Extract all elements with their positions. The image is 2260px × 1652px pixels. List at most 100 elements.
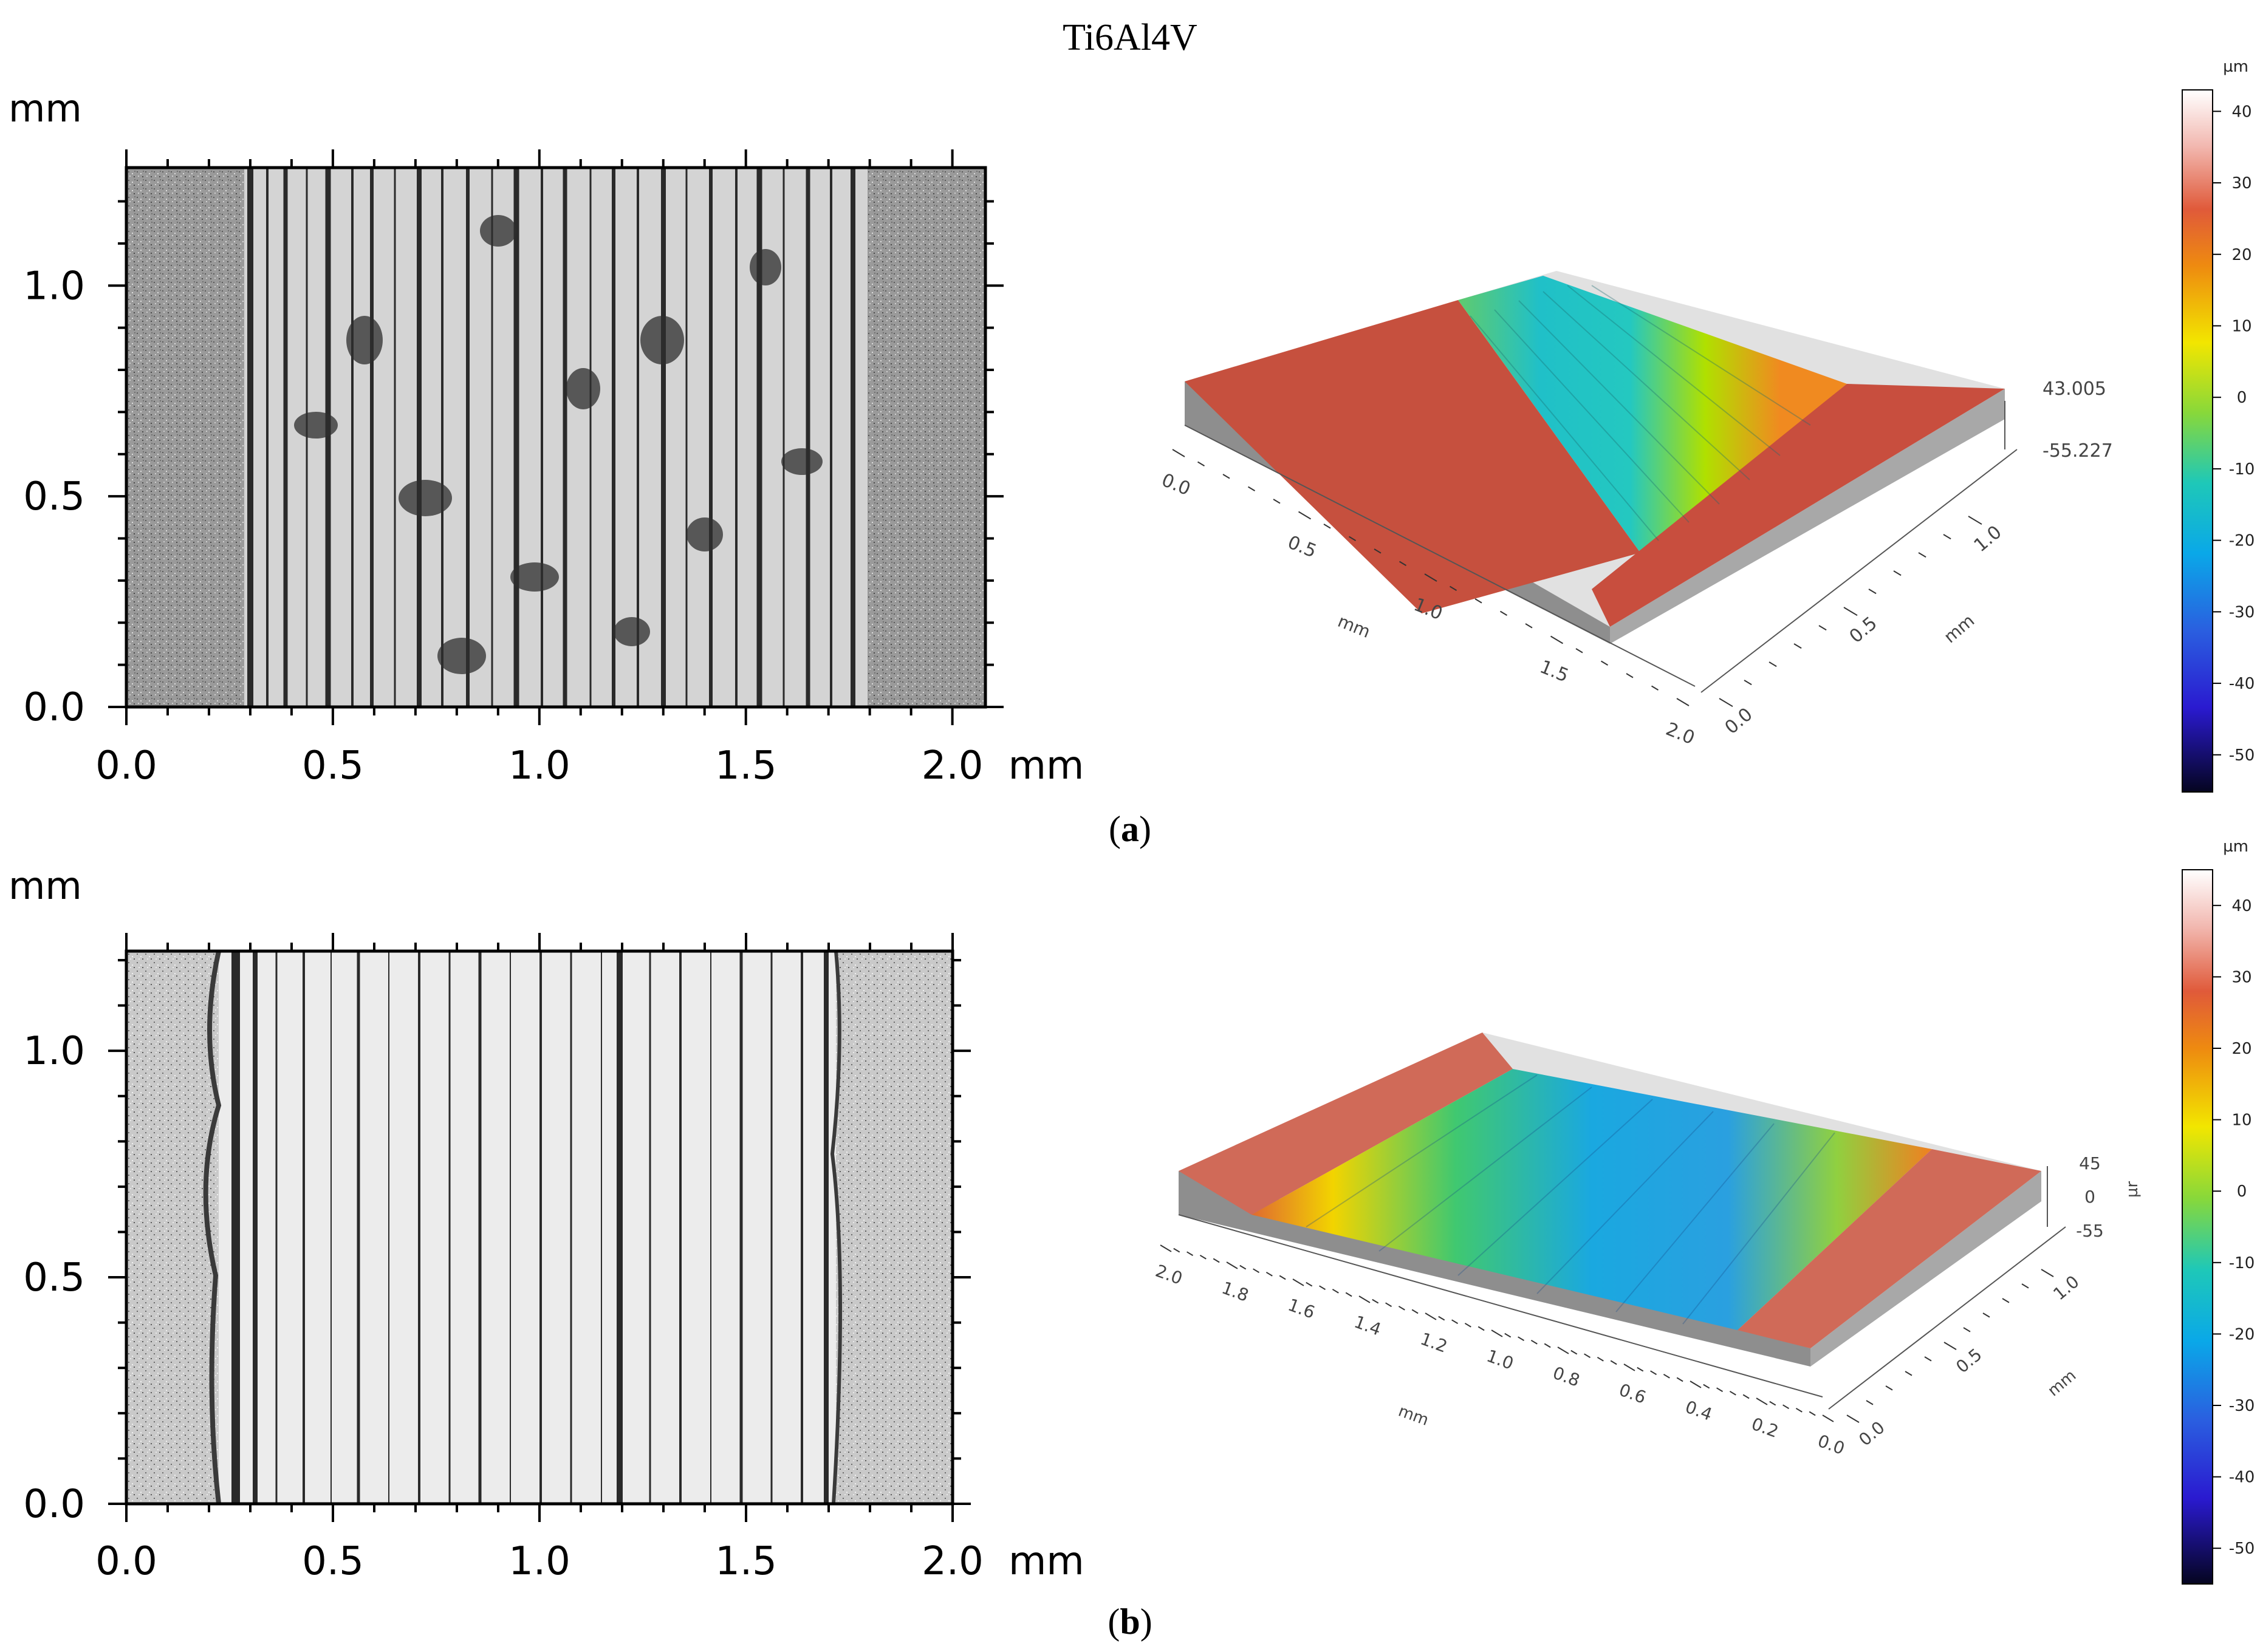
surface-y-unit: mm xyxy=(2044,1367,2080,1401)
surface-axis-tick-label: 0.5 xyxy=(1285,531,1320,562)
x-tick-label: 1.5 xyxy=(715,1539,777,1584)
panel-b: mm xyxy=(9,838,2255,1642)
surface-axis-tick xyxy=(1905,1371,1912,1376)
surface-axis-tick xyxy=(1226,1261,1238,1269)
surface-axis-tick-label: 1.8 xyxy=(1219,1278,1252,1306)
surface-axis-tick xyxy=(1332,1288,1339,1294)
surface-axis-tick xyxy=(1769,1401,1776,1406)
surface-axis-tick xyxy=(1323,524,1331,529)
surface-axis-tick xyxy=(1868,589,1877,595)
surface-axis-tick xyxy=(1186,1251,1194,1256)
x-tick-label: 2.0 xyxy=(922,1539,984,1584)
surface-axis-tick xyxy=(1769,661,1777,667)
wear-track-surface xyxy=(1252,1069,1932,1330)
micrograph-b-y-unit: mm xyxy=(9,864,82,908)
colorbar-tick-label: 20 xyxy=(2231,1040,2251,1058)
panel-a-caption: (a) xyxy=(1109,809,1151,849)
micrograph-a-axes: 0.0 0.5 1.0 1.5 2.0 mm 0.0 0.5 1.0 xyxy=(23,149,1084,788)
surface-axis-tick xyxy=(1247,486,1256,491)
surface-axis-tick xyxy=(1372,1299,1379,1304)
wear-debris xyxy=(294,215,823,674)
wear-track-edge-right xyxy=(830,951,843,1504)
surface-z-unit: µr xyxy=(2123,1181,2142,1198)
colorbar-tick-label: 20 xyxy=(2231,246,2251,264)
surface-axis-tick xyxy=(1504,1333,1512,1338)
figure-title: Ti6Al4V xyxy=(1063,17,1197,58)
micrograph-b-axes: 0.0 0.5 1.0 1.5 2.0 mm 0.0 0.5 1.0 xyxy=(23,933,1084,1584)
surface-axis-tick xyxy=(1623,1364,1635,1371)
surface-axis-tick xyxy=(1809,1411,1816,1416)
colorbar-tick-label: 10 xyxy=(2231,1111,2251,1130)
surface-axis-tick-label: 0.0 xyxy=(1721,704,1757,739)
colorbar-tick-label: -20 xyxy=(2229,532,2255,550)
surface-x-axis xyxy=(1178,1214,1823,1398)
surface-y-axis xyxy=(1700,449,2018,693)
surface-axis-tick-label: 0.5 xyxy=(1952,1344,1985,1377)
surface-axis-tick xyxy=(1374,548,1382,554)
surface-axis-tick xyxy=(1719,698,1733,708)
surface-axis-tick xyxy=(1199,1254,1207,1260)
surface-axis-tick xyxy=(1795,1407,1803,1413)
panel-a-caption-letter: a xyxy=(1121,809,1139,849)
surface-3d-a-grooves xyxy=(1470,285,1811,541)
surface-z-label: 43.005 xyxy=(2043,378,2106,400)
wear-grooves xyxy=(231,951,829,1504)
surface-axis-tick xyxy=(1213,1258,1220,1263)
surface-axis-tick xyxy=(1530,1339,1538,1345)
panel-a: mm xyxy=(9,58,2255,849)
panel-b-caption: (b) xyxy=(1108,1602,1152,1642)
surface-axis-tick xyxy=(1449,585,1457,591)
surface-axis-tick xyxy=(1385,1302,1392,1307)
surface-axis-tick xyxy=(1298,511,1312,520)
surface-x-unit: mm xyxy=(1335,611,1373,642)
surface-axis-tick-label: 0.5 xyxy=(1846,613,1882,647)
surface-z-label: -55 xyxy=(2076,1221,2104,1241)
surface-axis-tick xyxy=(1866,1400,1874,1405)
surface-axis-tick-label: 1.2 xyxy=(1418,1329,1450,1357)
surface-axis-tick xyxy=(1703,1384,1710,1389)
surface-axis-tick-label: 0.0 xyxy=(1855,1417,1888,1450)
surface-axis-tick xyxy=(1690,1381,1702,1388)
surface-axis-tick xyxy=(1843,607,1858,616)
surface-axis-tick xyxy=(1650,1370,1657,1375)
wear-track-image xyxy=(219,951,836,1504)
colorbar-tick-label: -10 xyxy=(2229,460,2255,479)
colorbar-b: µm 40 30 20 10 0 -10 -20 -30 -40 -50 xyxy=(2182,838,2255,1585)
surface-axis-tick xyxy=(1172,449,1185,457)
micrograph-frame xyxy=(125,166,987,709)
y-tick-label: 1.0 xyxy=(23,1029,85,1074)
surface-axis-tick xyxy=(1818,625,1827,631)
surface-axis-tick xyxy=(1822,1415,1834,1422)
x-tick-label: 2.0 xyxy=(922,743,984,788)
x-tick-label: 0.0 xyxy=(95,743,157,788)
surface-axis-tick xyxy=(2002,1298,2010,1303)
surface-x-unit: mm xyxy=(1396,1402,1431,1430)
surface-axis-tick xyxy=(1173,1248,1180,1253)
unworn-surface-right xyxy=(1738,1149,2041,1348)
surface-z-label: 0 xyxy=(2084,1187,2095,1207)
wear-track-edge-left xyxy=(203,951,222,1504)
colorbar-tick-label: -40 xyxy=(2229,675,2255,693)
surface-axis-tick xyxy=(1239,1265,1247,1270)
surface-axis-tick xyxy=(1451,1319,1459,1324)
surface-3d-b-right-side xyxy=(1810,1171,2041,1367)
surface-axis-tick xyxy=(1197,461,1205,466)
surface-y-axis xyxy=(1828,1226,2066,1410)
y-tick-label: 1.0 xyxy=(23,264,85,309)
surface-axis-tick-label: 1.0 xyxy=(2049,1271,2083,1304)
colorbar-a: µm 40 30 20 10 0 -10 -20 -30 -40 -50 xyxy=(2182,58,2255,793)
surface-axis-tick xyxy=(1584,1353,1591,1358)
surface-axis-tick-label: 0.6 xyxy=(1617,1380,1649,1408)
colorbar-tick-label: -30 xyxy=(2229,603,2255,621)
unworn-surface-left xyxy=(1179,1032,1513,1215)
surface-axis-tick xyxy=(1544,1343,1551,1348)
surface-axis-tick xyxy=(1637,1367,1644,1372)
surface-axis-tick xyxy=(1575,648,1583,654)
surface-axis-tick xyxy=(1345,1292,1352,1297)
surface-y-unit: mm xyxy=(1940,610,1978,647)
colorbar-unit: µm xyxy=(2223,58,2248,76)
y-tick-label: 0.5 xyxy=(23,1255,85,1300)
surface-axis-tick xyxy=(1358,1295,1371,1303)
unworn-surface-right xyxy=(1592,384,2005,627)
